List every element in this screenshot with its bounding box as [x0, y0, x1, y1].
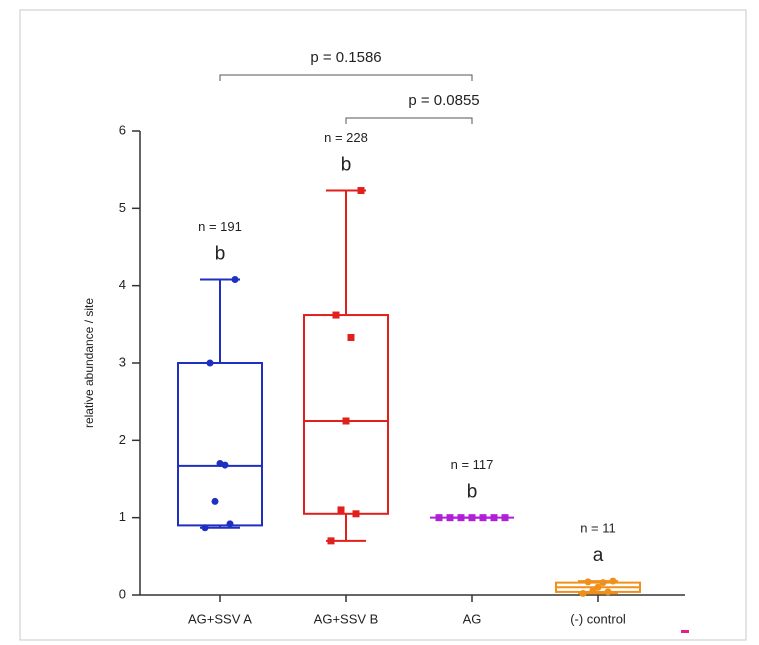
y-tick-label: 5 — [119, 200, 126, 215]
x-tick-label: AG+SSV A — [188, 611, 252, 626]
point — [231, 275, 239, 283]
y-tick-label: 4 — [119, 277, 126, 292]
x-tick-label: AG — [463, 611, 482, 626]
point — [332, 311, 340, 319]
point — [604, 588, 612, 596]
point — [337, 506, 345, 514]
point — [347, 333, 355, 341]
point — [468, 514, 476, 522]
point — [579, 589, 587, 597]
n-label: n = 117 — [451, 457, 494, 472]
point — [357, 187, 365, 195]
point — [609, 577, 617, 585]
point — [501, 514, 509, 522]
y-axis-label: relative abundance / site — [82, 298, 96, 428]
corner-mark — [681, 630, 689, 633]
y-tick-label: 3 — [119, 354, 126, 369]
point — [201, 524, 209, 532]
point — [446, 514, 454, 522]
point — [584, 578, 592, 586]
point — [599, 579, 607, 587]
y-tick-label: 6 — [119, 122, 126, 137]
point — [457, 514, 465, 522]
point — [479, 514, 487, 522]
point — [342, 417, 350, 425]
n-label: n = 191 — [198, 219, 242, 234]
point — [589, 586, 597, 594]
bracket — [219, 74, 473, 81]
box — [177, 362, 263, 527]
x-tick-label: (-) control — [570, 611, 626, 626]
point — [216, 460, 224, 468]
group-letter: a — [593, 545, 604, 566]
y-tick-label: 0 — [119, 586, 126, 601]
y-tick-label: 2 — [119, 432, 126, 447]
bracket — [345, 117, 473, 124]
p-value: p = 0.1586 — [310, 49, 381, 66]
point — [594, 583, 602, 591]
frame — [19, 9, 747, 641]
x-tick-label: AG+SSV B — [314, 611, 379, 626]
point — [206, 359, 214, 367]
point — [211, 497, 219, 505]
p-value: p = 0.0855 — [408, 92, 479, 109]
group-letter: b — [467, 482, 478, 503]
point — [226, 520, 234, 528]
n-label: n = 228 — [324, 130, 368, 145]
y-tick-label: 1 — [119, 509, 126, 524]
box — [303, 314, 389, 515]
point — [352, 510, 360, 518]
point — [490, 514, 498, 522]
group-letter: b — [341, 155, 352, 176]
point — [435, 514, 443, 522]
group-letter: b — [215, 243, 226, 264]
point — [327, 537, 335, 545]
n-label: n = 11 — [580, 521, 616, 536]
